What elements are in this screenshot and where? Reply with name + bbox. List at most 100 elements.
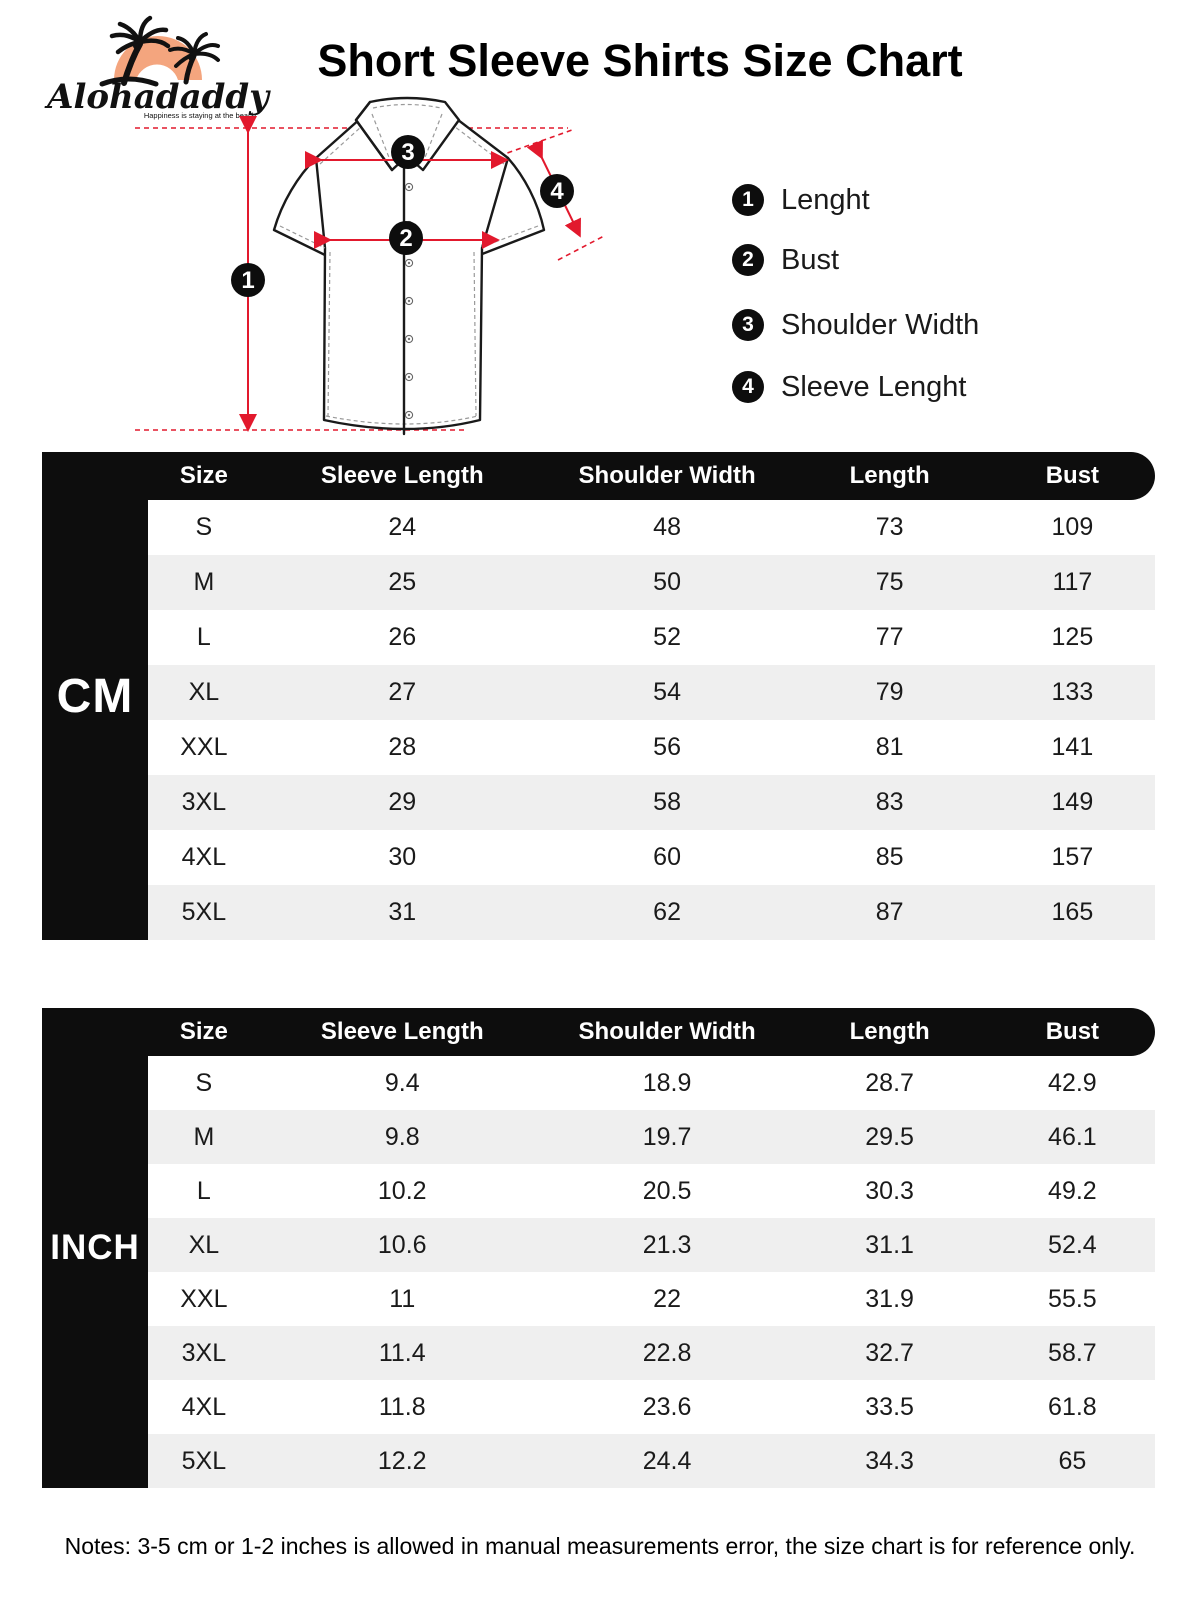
measurement-cell: 34.3 (865, 1446, 914, 1475)
table-row: XL 10.6 21.3 31.1 52.4 (148, 1218, 1155, 1272)
measurement-cell: 19.7 (642, 1122, 692, 1151)
size-cell: 4XL (181, 1392, 227, 1421)
measurement-cell: 58 (653, 788, 681, 816)
measurement-cell: 21.3 (642, 1230, 692, 1259)
size-cell: M (193, 568, 215, 596)
inch-size-table: INCH Size Sleeve Length Shoulder Width L… (42, 1008, 1155, 1488)
inch-table-header: Size Sleeve Length Shoulder Width Length… (42, 1008, 1155, 1056)
table-row: L 26 52 77 125 (148, 610, 1155, 665)
measurement-cell: 10.2 (377, 1176, 427, 1205)
measurement-cell: 10.6 (377, 1230, 427, 1259)
table-row: M 9.8 19.7 29.5 46.1 (148, 1110, 1155, 1164)
table-row: XXL 11 22 31.9 55.5 (148, 1272, 1155, 1326)
table-row: XXL 28 56 81 141 (148, 720, 1155, 775)
column-header-size: Size (179, 1018, 228, 1045)
cm-unit-label: CM (56, 669, 134, 723)
table-row: XL 27 54 79 133 (148, 665, 1155, 720)
legend-number-4-icon: 4 (732, 371, 764, 403)
column-header-length: Length (849, 1018, 930, 1045)
legend-item-length: 1 Lenght (732, 183, 979, 217)
sleeve-extension-bottom (557, 235, 605, 261)
column-header-length: Length (849, 462, 930, 489)
measurement-cell: 79 (875, 678, 904, 706)
notes-text: Notes: 3-5 cm or 1-2 inches is allowed i… (64, 1533, 1136, 1559)
table-row: S 9.4 18.9 28.7 42.9 (148, 1056, 1155, 1110)
shirt-measurement-diagram: 1 2 3 4 (135, 96, 605, 436)
column-header-shoulder-width: Shoulder Width (578, 462, 756, 489)
size-cell: 4XL (181, 843, 227, 871)
svg-text:1: 1 (241, 267, 254, 294)
size-cell: 5XL (181, 1446, 227, 1475)
measurement-cell: 28.7 (865, 1068, 914, 1097)
measurement-cell: 83 (875, 788, 904, 816)
inch-unit-band: INCH (42, 1008, 148, 1488)
measurement-cell: 109 (1051, 513, 1094, 541)
svg-text:2: 2 (399, 225, 412, 252)
measurement-cell: 20.5 (642, 1176, 692, 1205)
size-cell: S (195, 513, 213, 541)
size-cell: XXL (180, 733, 228, 761)
column-header-size: Size (179, 462, 228, 489)
measurement-cell: 11 (389, 1284, 416, 1313)
legend-label: Bust (781, 243, 840, 276)
measurement-cell: 125 (1051, 623, 1094, 651)
measurement-cell: 85 (875, 843, 904, 871)
measurement-cell: 18.9 (642, 1068, 692, 1097)
measurement-cell: 9.4 (384, 1068, 420, 1097)
brand-name: Alohadaddy (44, 77, 271, 117)
measurement-cell: 48 (653, 513, 681, 541)
measurement-cell: 149 (1051, 788, 1094, 816)
measurement-legend: 1 Lenght 2 Bust 3 Shoulder Width 4 Sleev… (732, 183, 979, 430)
measurement-cell: 32.7 (865, 1338, 914, 1367)
measurement-cell: 157 (1051, 843, 1094, 871)
measurement-cell: 31.1 (865, 1230, 914, 1259)
cm-size-table: CM Size Sleeve Length Shoulder Width Len… (42, 452, 1155, 940)
table-row: 4XL 11.8 23.6 33.5 61.8 (148, 1380, 1155, 1434)
column-header-shoulder-width: Shoulder Width (578, 1018, 756, 1045)
measurement-cell: 49.2 (1048, 1176, 1097, 1205)
legend-item-bust: 2 Bust (732, 243, 979, 277)
measurement-cell: 29.5 (865, 1122, 914, 1151)
marker-3: 3 (391, 135, 425, 169)
measurement-cell: 87 (875, 898, 904, 926)
table-row: 4XL 30 60 85 157 (148, 830, 1155, 885)
palm-trees-icon (99, 15, 220, 87)
measurement-cell: 54 (653, 678, 681, 706)
table-row: 3XL 11.4 22.8 32.7 58.7 (148, 1326, 1155, 1380)
measurement-cell: 141 (1051, 733, 1094, 761)
column-header-bust: Bust (1045, 1018, 1100, 1045)
measurement-cell: 52.4 (1048, 1230, 1097, 1259)
measurement-cell: 22.8 (642, 1338, 692, 1367)
size-cell: 5XL (181, 898, 227, 926)
measurement-cell: 65 (1058, 1446, 1087, 1475)
legend-label: Lenght (781, 183, 870, 216)
size-cell: 3XL (181, 788, 227, 816)
measurement-cell: 11.4 (378, 1338, 426, 1367)
measurement-cell: 73 (875, 513, 904, 541)
legend-number-3-icon: 3 (732, 309, 764, 341)
table-row: 5XL 31 62 87 165 (148, 885, 1155, 940)
measurement-cell: 30 (388, 843, 417, 871)
measurement-cell: 117 (1052, 568, 1093, 596)
cm-unit-band: CM (42, 452, 148, 940)
size-cell: L (196, 1176, 211, 1205)
measurement-cell: 81 (875, 733, 904, 761)
inch-table-body: S 9.4 18.9 28.7 42.9 M 9.8 19.7 29.5 46.1 L 10.2 20.… (148, 1056, 1155, 1488)
measurement-cell: 26 (388, 623, 417, 651)
legend-number-1-icon: 1 (732, 184, 764, 216)
measurement-cell: 23.6 (642, 1392, 692, 1421)
size-cell: 3XL (181, 1338, 227, 1367)
measurement-cell: 30.3 (865, 1176, 914, 1205)
legend-item-sleeve-length: 4 Sleeve Lenght (732, 370, 979, 404)
cm-table-header: Size Sleeve Length Shoulder Width Length… (42, 452, 1155, 500)
svg-text:4: 4 (550, 178, 564, 205)
svg-text:3: 3 (401, 139, 414, 166)
measurement-cell: 11.8 (378, 1392, 426, 1421)
measurement-cell: 58.7 (1048, 1338, 1097, 1367)
measurement-cell: 31 (388, 898, 417, 926)
measurement-cell: 61.8 (1048, 1392, 1097, 1421)
brand-logo: Alohadaddy Happiness is staying at the b… (44, 15, 271, 120)
measurement-cell: 55.5 (1048, 1284, 1097, 1313)
measurement-cell: 31.9 (865, 1284, 914, 1313)
measurement-cell: 25 (388, 568, 417, 596)
